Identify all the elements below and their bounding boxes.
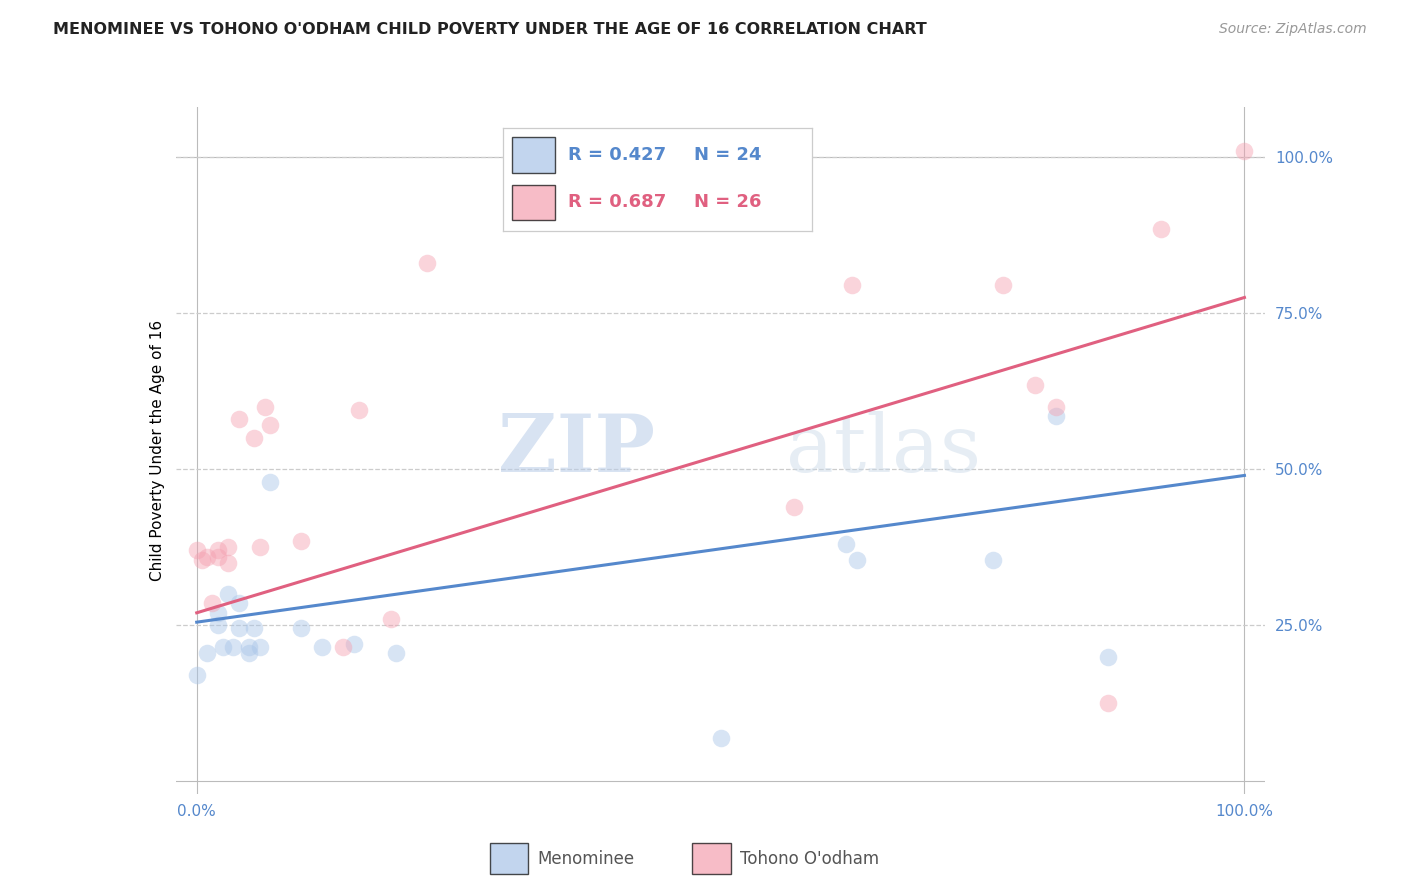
Point: [981, 552, 1004, 567]
Point: [384, 646, 406, 660]
Point: [1045, 409, 1067, 424]
Point: [259, 475, 281, 489]
Point: [207, 543, 229, 558]
Point: [186, 668, 208, 682]
Point: [835, 537, 858, 551]
Text: Menominee: Menominee: [537, 849, 634, 868]
Point: [783, 500, 806, 514]
Point: [228, 412, 250, 426]
Point: [201, 597, 224, 611]
Point: [207, 549, 229, 564]
Point: [217, 556, 239, 570]
Text: N = 26: N = 26: [695, 194, 762, 211]
Point: [1024, 378, 1046, 392]
Point: [191, 552, 214, 567]
Text: Source: ZipAtlas.com: Source: ZipAtlas.com: [1219, 22, 1367, 37]
Point: [222, 640, 245, 655]
Point: [1233, 144, 1256, 158]
FancyBboxPatch shape: [489, 843, 529, 874]
Text: MENOMINEE VS TOHONO O'ODHAM CHILD POVERTY UNDER THE AGE OF 16 CORRELATION CHART: MENOMINEE VS TOHONO O'ODHAM CHILD POVERT…: [53, 22, 927, 37]
Text: R = 0.427: R = 0.427: [568, 146, 665, 164]
Point: [217, 587, 239, 601]
Point: [243, 622, 266, 636]
Point: [243, 431, 266, 445]
Point: [1149, 222, 1171, 236]
Point: [343, 637, 366, 651]
Text: atlas: atlas: [786, 411, 981, 490]
Point: [253, 400, 276, 414]
FancyBboxPatch shape: [692, 843, 731, 874]
Point: [290, 622, 312, 636]
Point: [290, 533, 312, 548]
Point: [1097, 649, 1119, 664]
Point: [993, 278, 1015, 293]
Point: [1045, 400, 1067, 414]
Point: [311, 640, 333, 655]
Point: [332, 640, 354, 655]
Text: ZIP: ZIP: [498, 411, 655, 490]
Point: [238, 646, 260, 660]
Y-axis label: Child Poverty Under the Age of 16: Child Poverty Under the Age of 16: [149, 320, 165, 581]
Point: [195, 549, 218, 564]
Text: Tohono O'odham: Tohono O'odham: [740, 849, 879, 868]
Point: [238, 640, 260, 655]
Point: [217, 541, 239, 555]
Point: [212, 640, 235, 655]
Point: [228, 622, 250, 636]
Point: [380, 612, 402, 626]
Point: [207, 618, 229, 632]
Point: [228, 597, 250, 611]
FancyBboxPatch shape: [512, 185, 555, 220]
Text: N = 24: N = 24: [695, 146, 762, 164]
Point: [195, 646, 218, 660]
Point: [709, 731, 731, 745]
Point: [845, 552, 868, 567]
Point: [841, 278, 863, 293]
Point: [416, 256, 439, 270]
Point: [207, 606, 229, 620]
Text: R = 0.687: R = 0.687: [568, 194, 666, 211]
Point: [186, 543, 208, 558]
Point: [249, 640, 271, 655]
Point: [259, 418, 281, 433]
FancyBboxPatch shape: [512, 137, 555, 173]
Point: [347, 403, 370, 417]
Point: [1097, 696, 1119, 710]
Point: [249, 541, 271, 555]
